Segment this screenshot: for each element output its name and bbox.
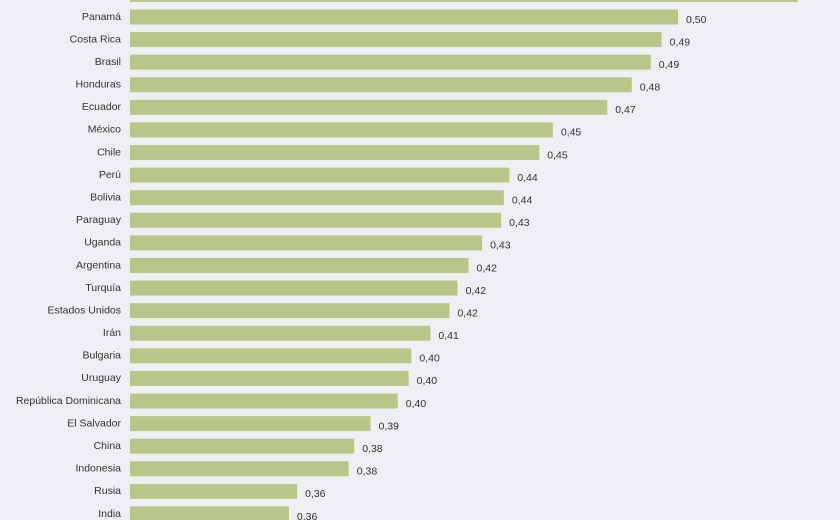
category-label: Honduras [75, 79, 121, 91]
value-label: 0,36 [297, 511, 318, 520]
value-label: 0,41 [438, 330, 459, 342]
category-label: Chile [97, 146, 121, 158]
category-label: Uganda [84, 237, 121, 249]
value-label: 0,50 [686, 14, 707, 26]
value-label: 0,40 [419, 353, 440, 365]
bar [130, 416, 371, 432]
category-label: Indonesia [75, 463, 121, 475]
category-label: Brasil [95, 56, 121, 68]
category-label: Costa Rica [70, 33, 122, 45]
category-label: México [88, 124, 121, 136]
bar [130, 325, 431, 341]
category-label: Perú [99, 169, 121, 181]
value-label: 0,38 [362, 443, 383, 455]
value-label: 0,47 [615, 104, 636, 116]
category-label: El Salvador [67, 417, 121, 429]
value-label: 0,38 [357, 466, 378, 478]
value-label: 0,42 [466, 285, 487, 297]
value-label: 0,44 [517, 172, 538, 184]
category-label: Bolivia [90, 191, 121, 203]
bar [130, 77, 632, 93]
category-label: Estados Unidos [47, 304, 121, 316]
bar [130, 303, 450, 319]
category-label: Paraguay [76, 214, 122, 226]
value-label: 0,49 [659, 59, 680, 71]
category-label: India [98, 508, 121, 520]
value-label: 0,40 [417, 375, 438, 387]
value-label: 0,42 [457, 307, 478, 319]
bar [130, 32, 662, 48]
bar [130, 99, 608, 115]
bar [130, 145, 540, 161]
bar [130, 54, 651, 70]
bar [130, 212, 502, 228]
bar [130, 506, 289, 520]
category-label: Panamá [82, 11, 121, 23]
value-label: 0,36 [305, 488, 326, 500]
bar [130, 348, 412, 364]
bar [130, 190, 504, 206]
value-label: 0,44 [512, 194, 533, 206]
bar [130, 257, 469, 273]
value-label: 0,48 [640, 82, 661, 94]
value-label: 0,39 [379, 420, 400, 432]
category-label: Argentina [76, 259, 121, 271]
value-label: 0,45 [561, 127, 582, 139]
bar [130, 393, 398, 409]
value-label: 0,45 [547, 149, 568, 161]
value-label: 0,49 [670, 36, 691, 48]
category-label: Uruguay [81, 372, 121, 384]
bar [130, 9, 679, 25]
bar [130, 280, 458, 296]
value-label: 0,42 [476, 262, 497, 274]
category-label: China [94, 440, 122, 452]
category-label: Bulgaria [82, 350, 121, 362]
category-label: Irán [103, 327, 121, 339]
bar [130, 461, 349, 477]
bar [130, 235, 483, 251]
category-label: Ecuador [82, 101, 122, 113]
value-label: 0,40 [406, 398, 427, 410]
bar [130, 122, 553, 138]
bar [130, 370, 409, 386]
category-label: Turquía [85, 282, 121, 294]
bar [130, 167, 510, 183]
value-label: 0,43 [509, 217, 530, 229]
category-label: República Dominicana [16, 395, 121, 407]
category-label: Rusia [94, 485, 121, 497]
value-label: 0,43 [490, 240, 511, 252]
bar [130, 438, 355, 454]
bar [130, 483, 298, 499]
bar [130, 0, 798, 2]
